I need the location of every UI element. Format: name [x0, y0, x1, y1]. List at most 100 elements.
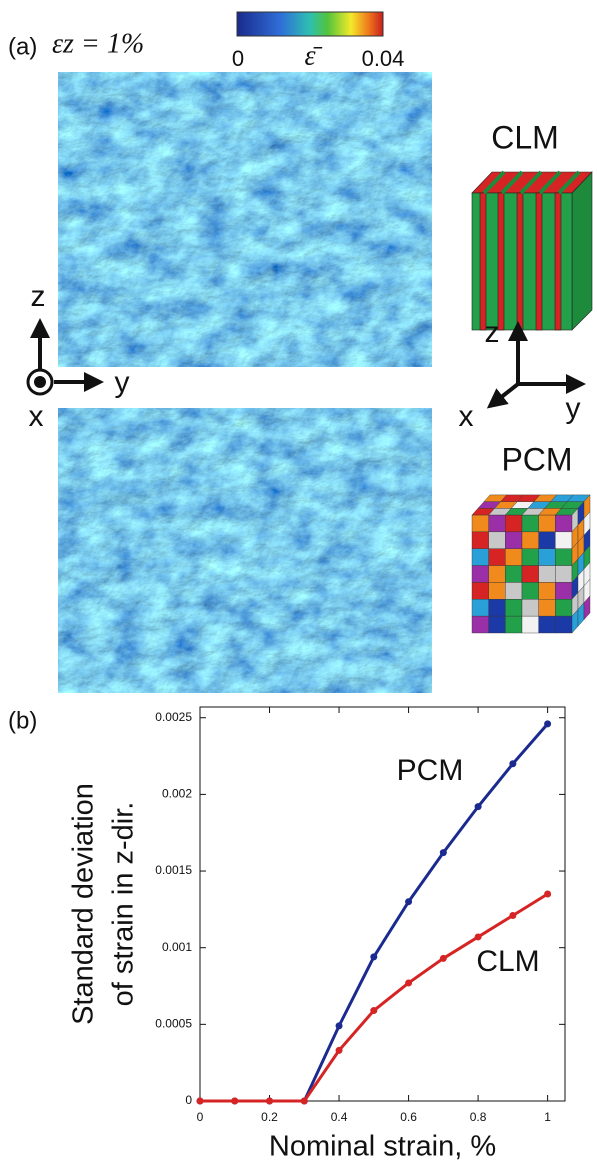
axis-y: y [566, 392, 581, 425]
grain [555, 599, 572, 616]
grain [539, 515, 556, 532]
grain [555, 549, 572, 566]
grain [489, 566, 506, 583]
grain [555, 582, 572, 599]
grain [522, 566, 539, 583]
axis-x: x [29, 400, 44, 433]
data-point [231, 1098, 238, 1105]
data-point [370, 953, 377, 960]
x-tick-label: 1 [544, 1110, 551, 1124]
panel-label: (b) [8, 707, 37, 734]
grain [539, 566, 556, 583]
y-tick-label: 0.0025 [155, 710, 192, 724]
model-pcm: PCM [501, 441, 572, 477]
grain [555, 532, 572, 549]
data-point [509, 912, 516, 919]
data-point [336, 1022, 343, 1029]
figure: (a) εz = 1% 0 ε̄ 0.04 z y x CLM z y x PC… [0, 0, 597, 1165]
y-tick-label: 0 [185, 1093, 192, 1107]
y-axis-label: Standard deviation [68, 783, 100, 1025]
axis-y: y [115, 366, 130, 399]
data-point [370, 1007, 377, 1014]
grain [505, 549, 522, 566]
grain [555, 515, 572, 532]
strain-map-clm [58, 72, 432, 367]
x-axis-label: Nominal strain, % [269, 1131, 496, 1163]
grain [489, 532, 506, 549]
grain [555, 566, 572, 583]
y-tick-label: 0.002 [162, 787, 192, 801]
colorbar-label: ε̄ [304, 40, 322, 71]
x-tick-label: 0.6 [400, 1110, 417, 1124]
grain [522, 582, 539, 599]
grain [539, 582, 556, 599]
x-tick-label: 0.4 [331, 1110, 348, 1124]
y-tick-label: 0.0015 [155, 863, 192, 877]
grain [522, 616, 539, 633]
colorbar [237, 12, 383, 36]
grain [539, 549, 556, 566]
grain [489, 549, 506, 566]
data-point [440, 849, 447, 856]
clm-cube [472, 172, 592, 330]
grain [472, 616, 489, 633]
grain [472, 549, 489, 566]
grain [472, 599, 489, 616]
grain [489, 515, 506, 532]
grain [505, 616, 522, 633]
data-point [475, 933, 482, 940]
strain-map-pcm [58, 408, 432, 693]
data-point [197, 1098, 204, 1105]
data-point [405, 979, 412, 986]
data-point [266, 1098, 273, 1105]
data-point [509, 760, 516, 767]
data-point [405, 898, 412, 905]
grain [489, 582, 506, 599]
grain [505, 582, 522, 599]
x-tick-label: 0 [197, 1110, 204, 1124]
grain [472, 582, 489, 599]
x-tick-label: 0.2 [261, 1110, 278, 1124]
grain [472, 566, 489, 583]
axis-x: x [459, 400, 474, 433]
chart: (b) 0 0.0005 0.001 0.0015 0.002 0.0025 0 0.2 0.4 0… [8, 707, 565, 1163]
colorbar-min: 0 [232, 46, 244, 71]
grain [539, 616, 556, 633]
series-line [200, 894, 548, 1101]
colorbar-max: 0.04 [362, 46, 405, 71]
y-tick-label: 0.001 [162, 940, 192, 954]
grain [539, 599, 556, 616]
grain [505, 515, 522, 532]
axis-z: z [485, 316, 500, 349]
grain [472, 532, 489, 549]
grain [505, 532, 522, 549]
data-point [336, 1047, 343, 1054]
data-point [544, 891, 551, 898]
grain [522, 532, 539, 549]
series-line [200, 724, 548, 1101]
grain [505, 566, 522, 583]
data-point [440, 955, 447, 962]
series-label: PCM [397, 754, 464, 787]
grain [522, 599, 539, 616]
data-point [475, 803, 482, 810]
data-point [544, 720, 551, 727]
grain [522, 515, 539, 532]
panel-label: (a) [8, 33, 37, 60]
series-label: CLM [476, 945, 539, 978]
x-tick-label: 0.8 [470, 1110, 487, 1124]
data-point [301, 1098, 308, 1105]
grain [505, 599, 522, 616]
grain [522, 549, 539, 566]
axis-z: z [31, 280, 46, 313]
grain [555, 616, 572, 633]
grain [472, 515, 489, 532]
model-clm: CLM [491, 119, 559, 155]
grain [489, 616, 506, 633]
grain [539, 532, 556, 549]
y-tick-label: 0.0005 [155, 1017, 192, 1031]
strain-label: εz = 1% [52, 28, 144, 59]
pcm-cube [472, 495, 590, 633]
y-axis-label: of strain in z-dir. [108, 802, 140, 1007]
grain [489, 599, 506, 616]
